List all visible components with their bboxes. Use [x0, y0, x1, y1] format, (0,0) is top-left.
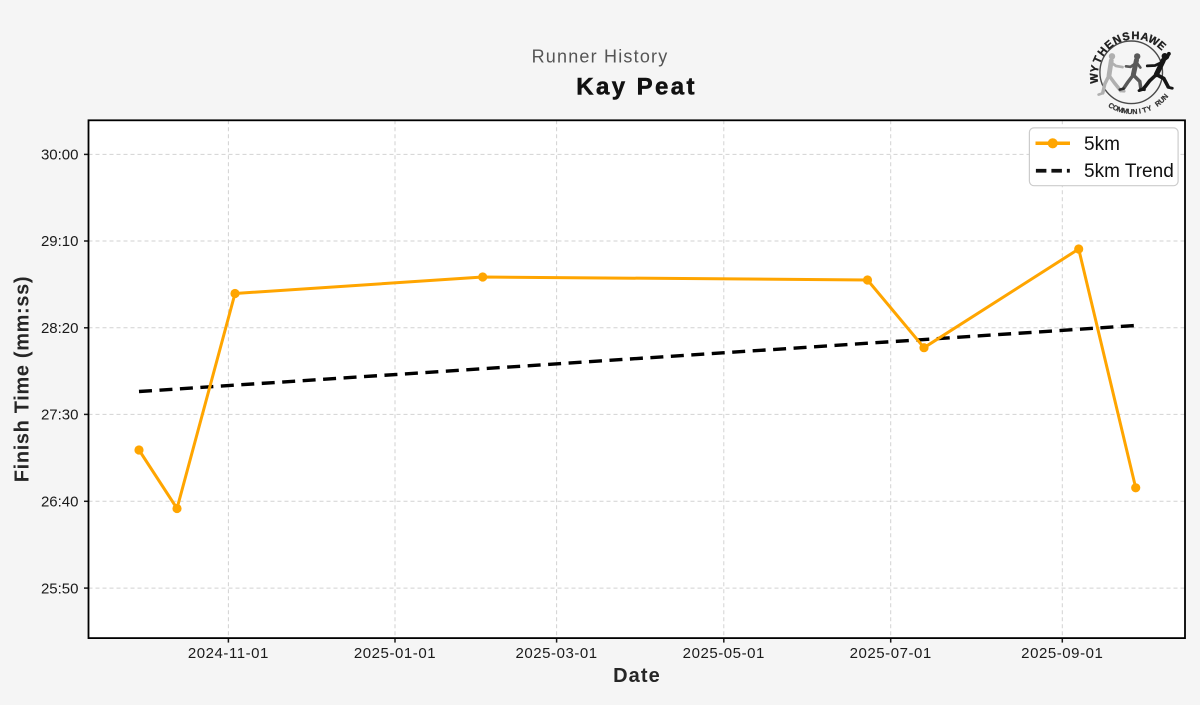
svg-text:2025-07-01: 2025-07-01 [850, 645, 932, 662]
svg-text:U: U [1157, 95, 1167, 105]
svg-text:Finish Time (mm:ss): Finish Time (mm:ss) [11, 276, 33, 482]
svg-text:28:20: 28:20 [41, 320, 79, 337]
svg-text:H: H [1131, 30, 1139, 42]
svg-text:25:50: 25:50 [41, 580, 79, 597]
svg-text:2025-05-01: 2025-05-01 [683, 645, 765, 662]
svg-text:T: T [1141, 105, 1148, 115]
svg-text:30:00: 30:00 [41, 147, 79, 164]
svg-text:2024-11-01: 2024-11-01 [188, 645, 269, 662]
svg-text:W: W [1088, 72, 1101, 84]
svg-text:2025-01-01: 2025-01-01 [354, 645, 436, 662]
svg-text:Y: Y [1089, 64, 1102, 74]
svg-text:27:30: 27:30 [41, 407, 79, 424]
svg-text:5km: 5km [1084, 134, 1120, 155]
svg-text:2025-09-01: 2025-09-01 [1021, 645, 1103, 662]
svg-text:5km Trend: 5km Trend [1084, 161, 1174, 182]
svg-text:Y: Y [1145, 103, 1153, 113]
svg-text:R: R [1153, 98, 1163, 109]
svg-text:N: N [1132, 107, 1138, 116]
svg-text:N: N [1160, 92, 1170, 102]
svg-text:M: M [1121, 106, 1129, 116]
svg-text:I: I [1138, 106, 1141, 115]
svg-text:Date: Date [613, 665, 661, 687]
svg-text:T: T [1091, 54, 1105, 65]
svg-text:S: S [1121, 30, 1131, 43]
svg-text:U: U [1127, 107, 1133, 116]
svg-text:C: C [1107, 100, 1116, 110]
svg-text:Runner History: Runner History [532, 47, 669, 67]
svg-text:2025-03-01: 2025-03-01 [515, 645, 597, 662]
svg-text:A: A [1139, 31, 1150, 45]
svg-text:Kay Peat: Kay Peat [576, 74, 697, 101]
svg-text:29:10: 29:10 [41, 233, 79, 250]
svg-text:M: M [1116, 104, 1124, 114]
svg-text:O: O [1111, 103, 1120, 114]
svg-text:26:40: 26:40 [41, 494, 79, 511]
